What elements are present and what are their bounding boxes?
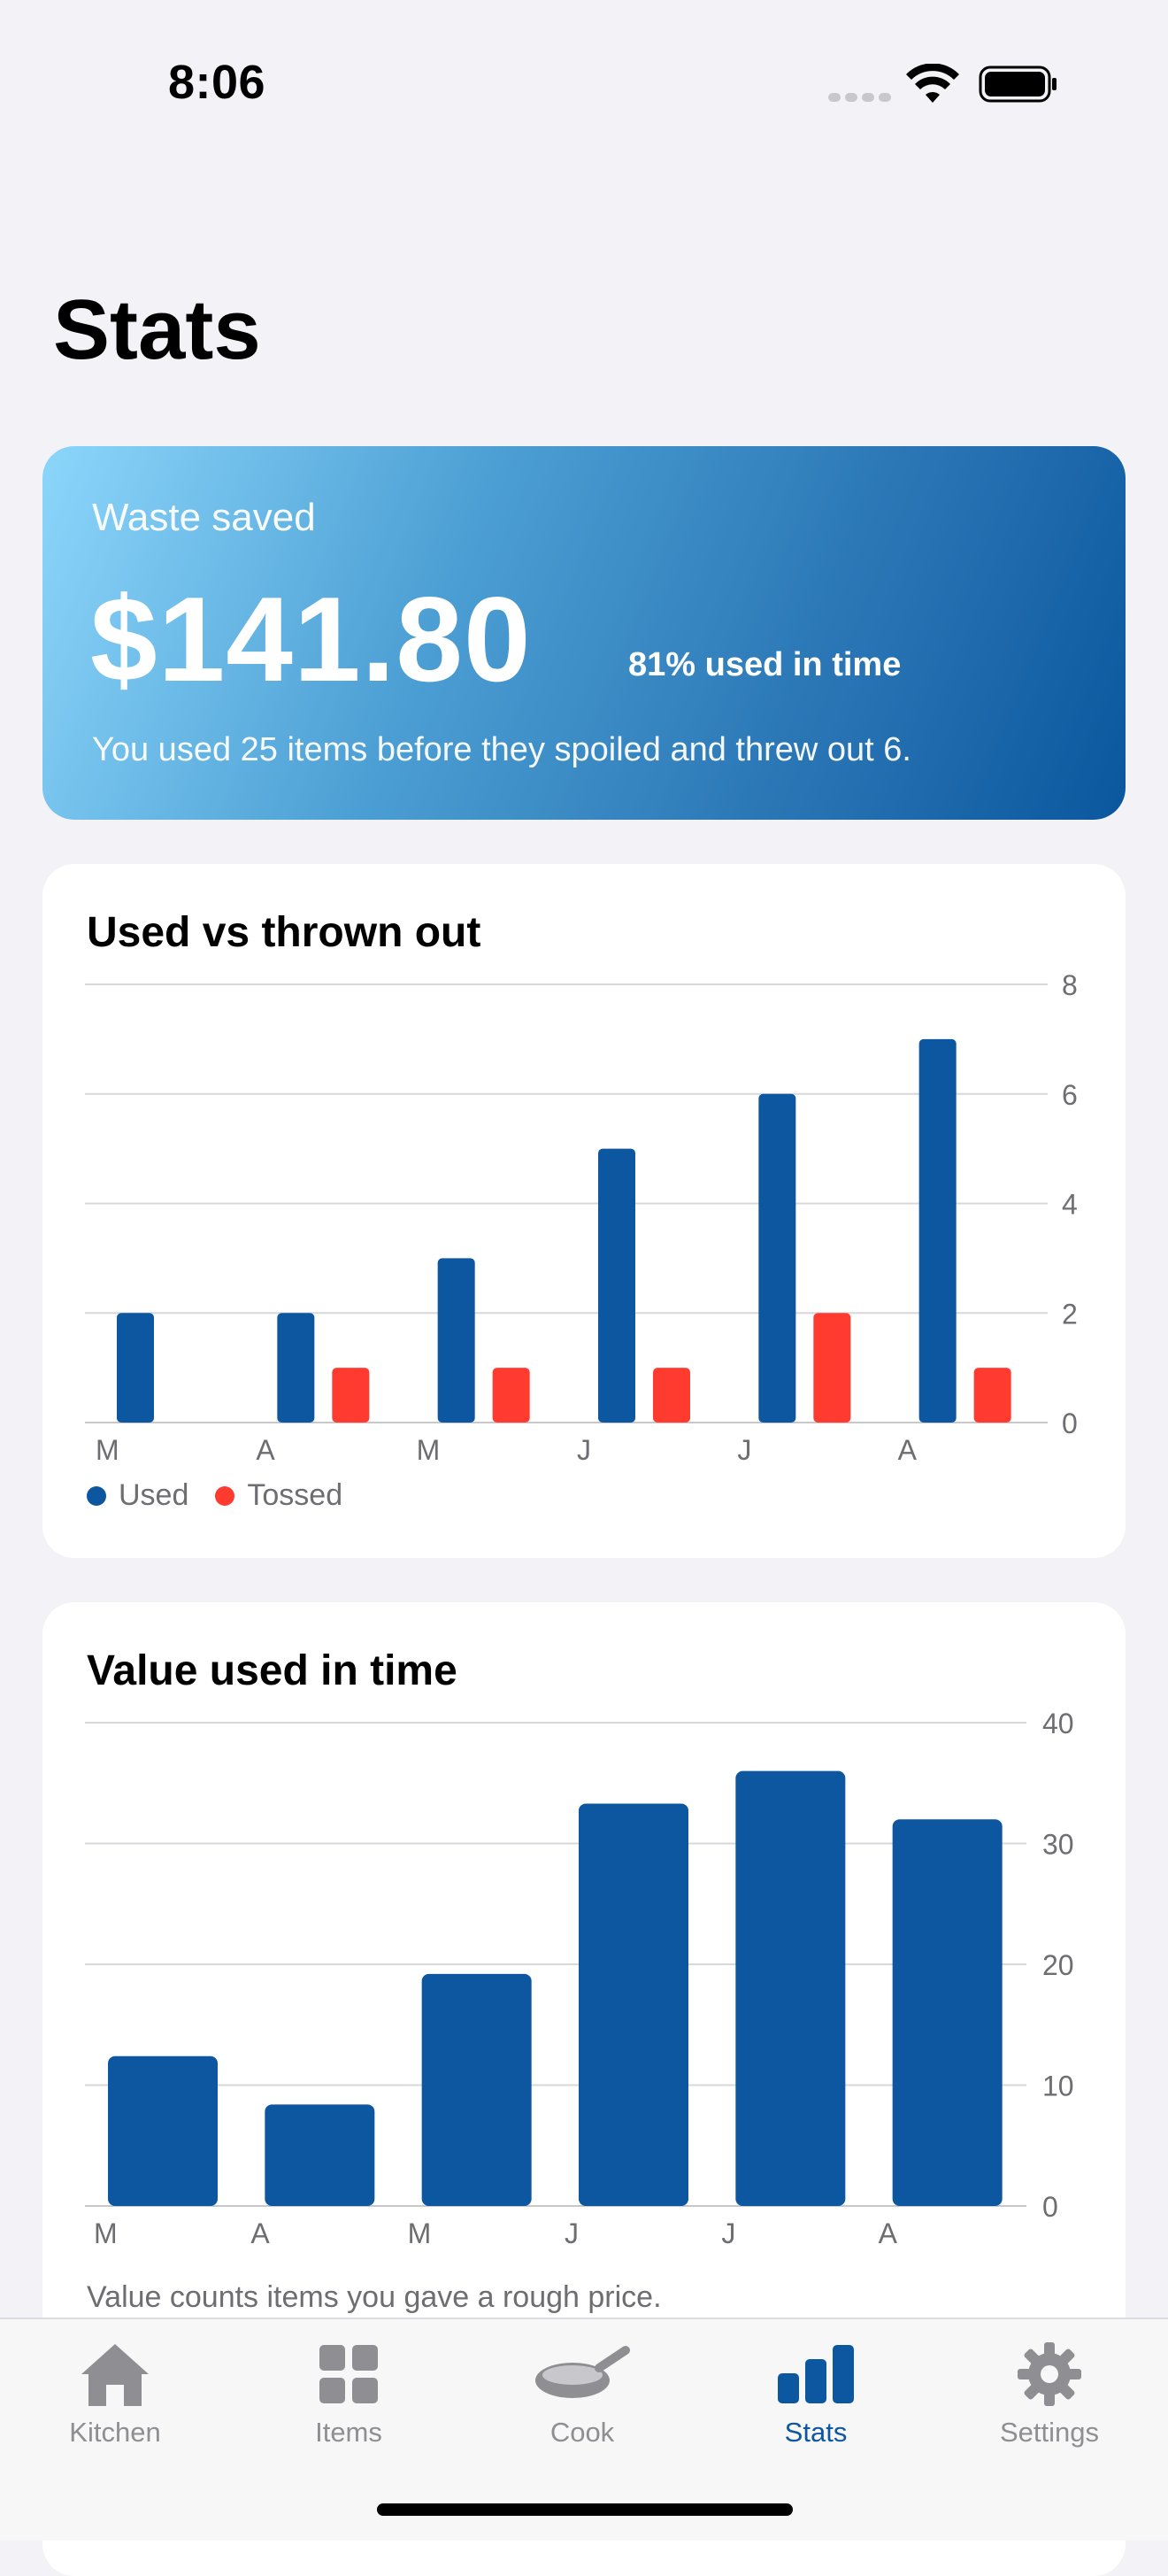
legend-dot-tossed	[215, 1485, 235, 1506]
legend-item-tossed: Tossed	[215, 1478, 342, 1513]
cellular-signal-icon	[828, 90, 895, 106]
tab-label: Items	[315, 2417, 382, 2448]
tab-cook[interactable]: Cook	[494, 2333, 671, 2449]
waste-saved-card: Waste saved $141.80 81% used in time You…	[42, 446, 1126, 820]
bar-value	[892, 1819, 1003, 2206]
battery-icon	[979, 66, 1057, 103]
bar-chart-icon	[727, 2333, 904, 2415]
waste-saved-label: Waste saved	[92, 496, 316, 539]
chart-footnote: Value counts items you gave a rough pric…	[87, 2280, 662, 2314]
x-tick-label: J	[577, 1434, 591, 1466]
bar-value	[265, 2104, 375, 2206]
legend-dot-used	[87, 1485, 106, 1506]
used-vs-thrown-chart: 0 2 4 6 8 M A M J J A	[85, 969, 1078, 1466]
x-tick-label: J	[565, 2217, 579, 2249]
y-tick-label: 30	[1042, 1829, 1074, 1861]
bar-value	[579, 1803, 688, 2206]
bar-used	[598, 1148, 635, 1423]
x-tick-label: A	[250, 2217, 270, 2249]
bar-tossed	[973, 1368, 1011, 1423]
bar-value	[108, 2055, 218, 2206]
y-tick-label: 6	[1062, 1079, 1078, 1111]
x-tick-label: M	[417, 1434, 441, 1466]
bar-tossed	[332, 1368, 370, 1423]
tab-kitchen[interactable]: Kitchen	[27, 2333, 204, 2449]
x-tick-label: J	[737, 1434, 751, 1466]
x-tick-label: M	[94, 2217, 118, 2249]
bar-tossed	[813, 1313, 851, 1423]
bar-used	[117, 1313, 154, 1423]
x-tick-label: A	[256, 1434, 275, 1466]
grid-icon	[260, 2333, 437, 2415]
bar-value	[735, 1770, 846, 2206]
tab-label: Kitchen	[69, 2417, 161, 2448]
y-tick-label: 4	[1062, 1189, 1078, 1221]
tab-label: Settings	[999, 2417, 1099, 2448]
tab-label: Cook	[549, 2417, 615, 2448]
y-tick-label: 0	[1042, 2191, 1058, 2223]
house-icon	[27, 2333, 204, 2415]
y-tick-label: 10	[1042, 2071, 1074, 2102]
y-tick-label: 8	[1062, 969, 1078, 1001]
y-tick-label: 0	[1062, 1408, 1078, 1439]
x-tick-label: A	[898, 1434, 918, 1466]
value-used-chart: 0 10 20 30 40 M A M J J A	[85, 1708, 1074, 2249]
tab-items[interactable]: Items	[260, 2333, 437, 2449]
x-tick-label: A	[879, 2217, 898, 2249]
tab-settings[interactable]: Settings	[961, 2333, 1138, 2449]
legend-label: Tossed	[247, 1478, 343, 1512]
card-title: Used vs thrown out	[87, 909, 481, 956]
status-time: 8:06	[168, 56, 266, 109]
page-title: Stats	[53, 282, 261, 377]
y-tick-label: 40	[1042, 1708, 1074, 1739]
x-tick-label: M	[96, 1434, 119, 1466]
legend-label: Used	[119, 1478, 189, 1512]
bar-used	[437, 1258, 475, 1423]
y-tick-label: 20	[1042, 1949, 1074, 1981]
frying-pan-icon	[494, 2333, 671, 2415]
x-tick-label: J	[721, 2217, 735, 2249]
tab-label: Stats	[784, 2417, 848, 2448]
waste-saved-value: $141.80	[90, 572, 532, 706]
gear-icon	[961, 2333, 1138, 2415]
used-vs-thrown-card: Used vs thrown out 0 2 4 6 8 M A M J J A Used Toss…	[42, 864, 1126, 1558]
tab-stats[interactable]: Stats	[727, 2333, 904, 2449]
bar-used	[758, 1093, 796, 1423]
waste-saved-description: You used 25 items before they spoiled an…	[92, 731, 911, 768]
bar-used	[918, 1038, 957, 1423]
used-in-time-rate: 81% used in time	[628, 646, 902, 683]
home-indicator	[377, 2503, 793, 2516]
x-tick-label: M	[408, 2217, 432, 2249]
bar-used	[277, 1313, 315, 1423]
wifi-icon	[906, 64, 959, 103]
bar-tossed	[653, 1368, 690, 1423]
y-tick-label: 2	[1062, 1298, 1078, 1330]
legend-item-used: Used	[87, 1478, 188, 1513]
bar-tossed	[492, 1368, 530, 1423]
chart-legend: Used Tossed	[87, 1478, 369, 1513]
bar-value	[421, 1973, 532, 2206]
card-title: Value used in time	[87, 1647, 457, 1694]
